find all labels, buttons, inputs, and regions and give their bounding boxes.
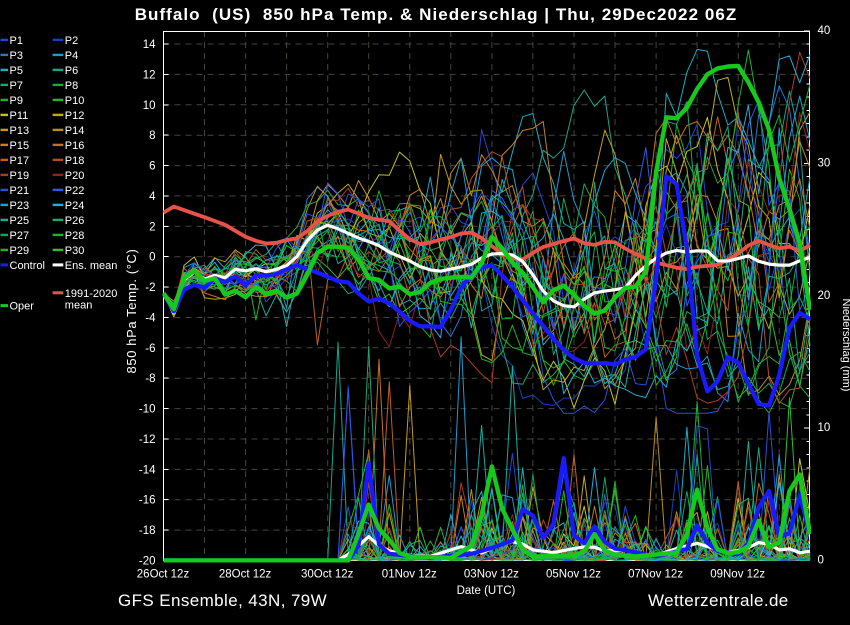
svg-text:-8: -8 [145, 373, 155, 385]
svg-text:14: 14 [143, 39, 156, 51]
svg-text:0: 0 [818, 555, 824, 567]
svg-text:P27: P27 [10, 230, 30, 242]
svg-text:-16: -16 [139, 495, 156, 507]
svg-text:12: 12 [143, 69, 156, 81]
svg-text:P4: P4 [65, 50, 78, 62]
svg-text:P20: P20 [65, 170, 85, 182]
svg-text:P24: P24 [65, 200, 85, 212]
svg-text:-2: -2 [145, 282, 155, 294]
svg-text:30: 30 [818, 157, 831, 169]
svg-text:mean: mean [65, 299, 93, 311]
svg-text:Date (UTC): Date (UTC) [457, 585, 516, 597]
svg-text:Buffalo (US) 850 hPa Temp. &: Buffalo (US) 850 hPa Temp. & Niederschla… [135, 5, 738, 24]
svg-text:P10: P10 [65, 95, 85, 107]
svg-text:P18: P18 [65, 155, 85, 167]
svg-text:8: 8 [149, 130, 155, 142]
svg-text:Control: Control [10, 260, 45, 272]
svg-text:07Nov 12z: 07Nov 12z [628, 569, 683, 581]
svg-text:0: 0 [149, 252, 155, 264]
svg-text:-10: -10 [139, 404, 156, 416]
svg-text:P19: P19 [10, 170, 30, 182]
svg-text:28Oct 12z: 28Oct 12z [219, 569, 272, 581]
svg-text:2: 2 [149, 221, 155, 233]
svg-text:P15: P15 [10, 140, 30, 152]
svg-text:Niederschlag (mm): Niederschlag (mm) [840, 299, 850, 392]
svg-text:P11: P11 [10, 110, 29, 122]
svg-text:Wetterzentrale.de: Wetterzentrale.de [648, 591, 789, 610]
svg-text:26Oct 12z: 26Oct 12z [137, 569, 190, 581]
svg-text:P8: P8 [65, 80, 78, 92]
svg-text:P26: P26 [65, 215, 85, 227]
svg-text:-6: -6 [145, 343, 155, 355]
svg-text:03Nov 12z: 03Nov 12z [464, 569, 519, 581]
svg-text:GFS Ensemble, 43N, 79W: GFS Ensemble, 43N, 79W [118, 591, 327, 610]
svg-text:P16: P16 [65, 140, 85, 152]
svg-text:850 hPa Temp. (°C): 850 hPa Temp. (°C) [124, 249, 139, 374]
svg-text:P14: P14 [65, 125, 85, 137]
svg-text:20: 20 [818, 290, 831, 302]
svg-text:P29: P29 [10, 245, 30, 257]
svg-text:P9: P9 [10, 95, 23, 107]
svg-text:P21: P21 [10, 185, 30, 197]
svg-text:P2: P2 [65, 35, 78, 47]
svg-text:P6: P6 [65, 65, 78, 77]
svg-text:-14: -14 [139, 464, 156, 476]
svg-text:Oper: Oper [10, 301, 35, 313]
svg-text:-4: -4 [145, 313, 156, 325]
svg-text:P25: P25 [10, 215, 30, 227]
svg-text:10: 10 [818, 422, 831, 434]
svg-text:6: 6 [149, 161, 155, 173]
svg-text:05Nov 12z: 05Nov 12z [546, 569, 601, 581]
svg-text:P7: P7 [10, 80, 23, 92]
svg-text:P12: P12 [65, 110, 85, 122]
svg-text:P22: P22 [65, 185, 85, 197]
svg-text:30Oct 12z: 30Oct 12z [301, 569, 354, 581]
svg-text:-12: -12 [139, 434, 156, 446]
svg-text:P30: P30 [65, 245, 85, 257]
svg-text:40: 40 [818, 25, 831, 37]
svg-text:-18: -18 [139, 525, 156, 537]
svg-text:Ens. mean: Ens. mean [65, 260, 118, 272]
svg-text:P28: P28 [65, 230, 85, 242]
svg-text:4: 4 [149, 191, 156, 203]
svg-text:P23: P23 [10, 200, 30, 212]
svg-text:P3: P3 [10, 50, 23, 62]
svg-text:P1: P1 [10, 35, 23, 47]
svg-text:09Nov 12z: 09Nov 12z [710, 569, 765, 581]
svg-text:P13: P13 [10, 125, 30, 137]
svg-text:P5: P5 [10, 65, 23, 77]
svg-text:1991-2020: 1991-2020 [65, 288, 118, 300]
svg-text:P17: P17 [10, 155, 30, 167]
svg-text:-20: -20 [139, 556, 156, 568]
svg-text:10: 10 [143, 100, 156, 112]
svg-text:01Nov 12z: 01Nov 12z [382, 569, 437, 581]
